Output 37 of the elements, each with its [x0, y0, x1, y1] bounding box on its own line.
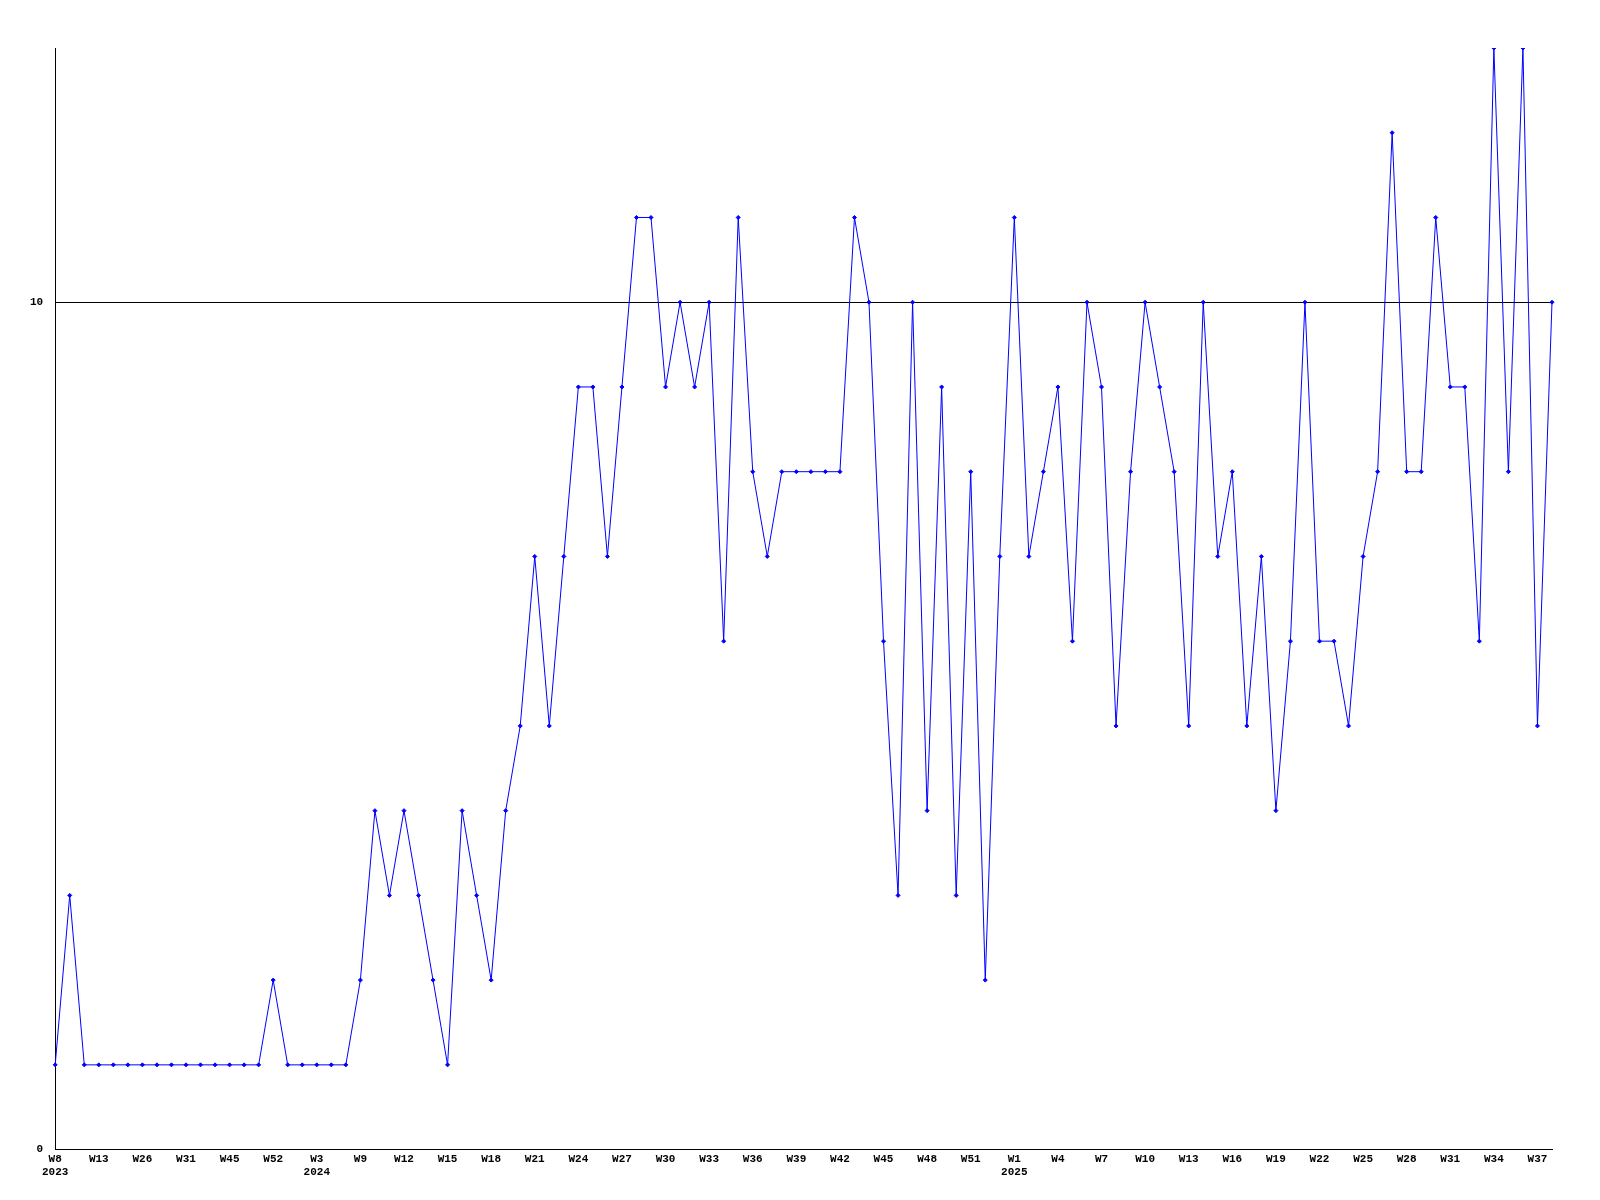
x-tick-label: W25 [1353, 1152, 1374, 1165]
x-tick-label: W1 2025 [1001, 1152, 1028, 1179]
x-tick-label: W28 [1396, 1152, 1417, 1165]
x-tick-label: W24 [568, 1152, 589, 1165]
x-tick-label: W21 [524, 1152, 546, 1165]
x-tick-label: W27 [612, 1152, 632, 1165]
x-tick-label: W42 [830, 1152, 850, 1165]
x-tick-label: W33 [699, 1152, 720, 1165]
x-tick-label: W16 [1222, 1152, 1243, 1165]
x-tick-label: W15 [437, 1152, 458, 1165]
x-tick-label: W3 2024 [303, 1152, 331, 1179]
x-tick-label: W36 [742, 1152, 763, 1165]
x-tick-label: W7 [1094, 1152, 1109, 1165]
x-tick-label: W45 [873, 1152, 894, 1165]
x-tick-label: W4 [1051, 1152, 1065, 1165]
x-tick-label: W39 [786, 1152, 807, 1165]
x-tick-label: W13 [88, 1152, 110, 1165]
x-tick-label: W31 [1440, 1152, 1461, 1165]
x-tick-label: W19 [1265, 1152, 1286, 1165]
x-tick-label: W30 [655, 1152, 676, 1165]
x-tick-label: W45 [219, 1152, 240, 1165]
x-tick-label: W13 [1178, 1152, 1199, 1165]
x-tick-label: W9 [353, 1152, 367, 1165]
x-tick-label: W48 [917, 1152, 938, 1165]
x-tick-label: W22 [1309, 1152, 1330, 1165]
x-tick-label: W26 [132, 1152, 153, 1165]
x-tick-label: W18 [481, 1152, 502, 1165]
y-tick-label: 0 [36, 1143, 44, 1156]
x-tick-label: W51 [960, 1152, 982, 1165]
x-tick-label: W12 [394, 1152, 414, 1165]
y-tick-label: 10 [30, 295, 44, 308]
x-tick-label: W8 2023 [42, 1152, 69, 1179]
x-tick-label: W31 [176, 1152, 197, 1165]
x-tick-label: W10 [1135, 1152, 1156, 1165]
x-tick-label: W37 [1527, 1152, 1548, 1165]
x-tick-label: W52 [263, 1152, 284, 1165]
x-tick-label: W34 [1483, 1152, 1505, 1165]
